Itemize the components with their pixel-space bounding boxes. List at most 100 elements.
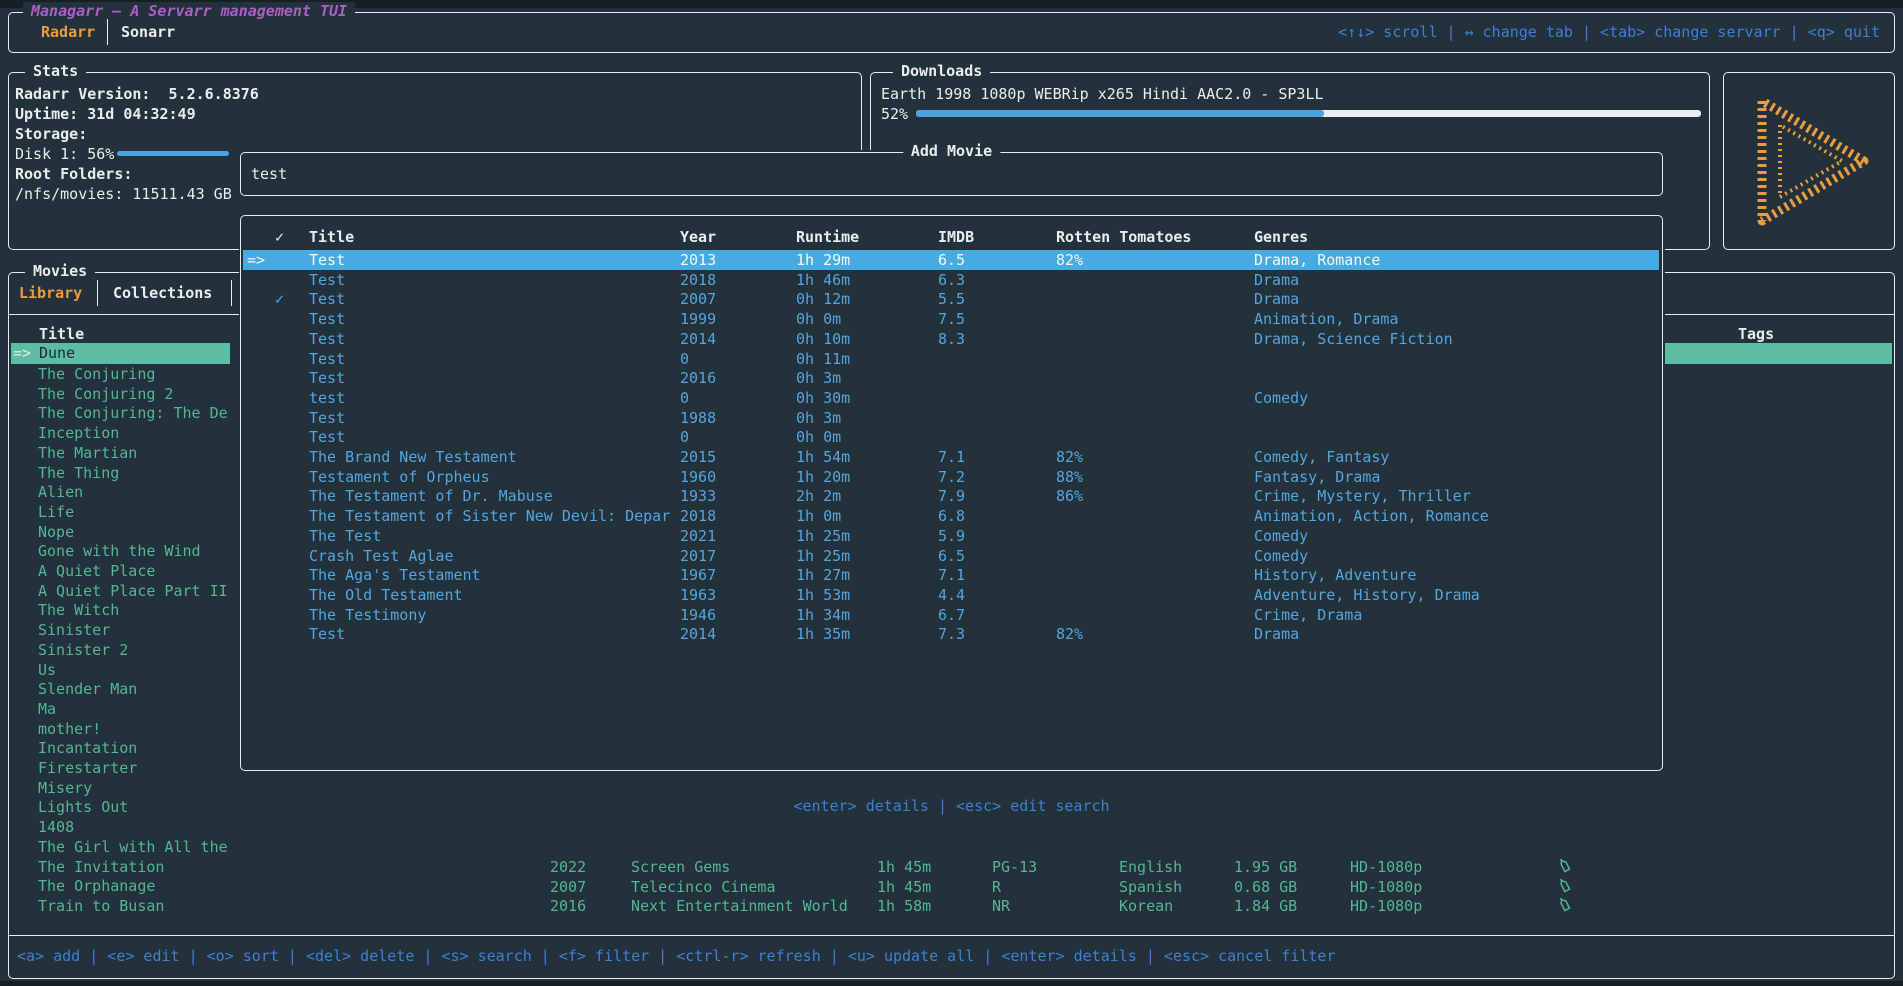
result-row[interactable]: Crash Test Aglae 2017 1h 25m 6.5 Comedy [243,546,1659,566]
selected-movie-title: Dune [39,344,76,362]
managarr-play-logo-icon [1746,89,1874,233]
movie-list-item[interactable]: mother! [38,719,102,738]
tab-library[interactable]: Library [19,284,83,302]
result-row[interactable]: Test 1999 0h 0m 7.5 Animation, Drama [243,309,1659,329]
movie-list-item[interactable]: The Orphanage [38,877,156,896]
downloads-panel: Downloads Earth 1998 1080p WEBRip x265 H… [870,62,1710,250]
result-genres: Crime, Mystery, Thriller [1254,487,1471,506]
result-title: Test [309,408,346,427]
result-title: Test [309,428,346,447]
movie-list-item[interactable]: Misery [38,778,93,797]
result-year: 1967 [680,566,717,585]
movie-list-item[interactable]: Slender Man [38,680,138,699]
movie-runtime: 1h 58m [877,897,932,916]
movie-size: 1.95 GB [1234,858,1298,876]
movie-list-item[interactable]: Us [38,660,57,679]
movie-list-item[interactable]: Lights Out [38,798,129,817]
results-header-imdb: IMDB [938,228,975,246]
result-row[interactable]: Test 2016 0h 3m [243,368,1659,388]
result-row[interactable]: Test 2014 1h 35m 7.3 82% Drama [243,624,1659,644]
result-row[interactable]: The Aga's Testament 1967 1h 27m 7.1 History,… [243,565,1659,585]
result-year: 1933 [680,487,717,506]
movie-list-item[interactable]: The Girl with All the [38,837,228,856]
movie-list-item[interactable]: The Witch [38,601,120,620]
movie-studio: Screen Gems [631,858,731,876]
movie-list-item[interactable]: The Conjuring: The De [38,404,228,423]
result-row[interactable]: test 0 0h 30m Comedy [243,388,1659,408]
result-runtime: 1h 20m [796,467,851,486]
selected-movie-row[interactable]: => Dune [11,343,230,364]
movie-list-item[interactable]: Incantation [38,739,138,758]
result-title: test [309,388,346,407]
movie-list-item[interactable]: A Quiet Place [38,562,156,580]
tab-collections[interactable]: Collections [113,284,213,302]
movies-panel-title: Movies [25,262,96,280]
movie-list-item[interactable]: Gone with the Wind [38,542,201,561]
result-title: The Brand New Testament [309,448,517,466]
movie-list-item[interactable]: Sinister 2 [38,640,129,659]
movie-list-item[interactable]: Nope [38,522,75,541]
result-title: The Testament of Dr. Mabuse [309,487,553,506]
result-imdb: 7.2 [938,467,966,486]
movie-list-item[interactable]: Sinister [38,621,111,640]
search-input-value[interactable]: test [251,165,288,183]
result-row[interactable]: Test 2018 1h 46m 6.3 Drama [243,270,1659,290]
stats-version: Radarr Version: 5.2.6.8376 [15,85,259,103]
result-year: 2014 [680,329,717,348]
movie-list-item[interactable]: Inception [38,424,120,443]
result-row[interactable]: The Testament of Sister New Devil: Depar… [243,506,1659,526]
movie-list-item[interactable]: A Quiet Place Part II [38,581,228,600]
result-row[interactable]: Test 0 0h 0m [243,427,1659,447]
movie-list-item[interactable]: The Thing [38,463,120,482]
movie-list-item[interactable]: The Invitation [38,857,165,876]
movie-list-item[interactable]: The Conjuring [38,365,156,383]
movie-list-item[interactable]: Life [38,502,75,521]
result-year: 1988 [680,408,717,427]
result-row[interactable]: The Testimony 1946 1h 34m 6.7 Crime, Drama [243,605,1659,625]
result-genres: Drama [1254,625,1300,644]
movie-runtime: 1h 45m [877,877,932,896]
movie-list-item[interactable]: The Conjuring 2 [38,384,174,403]
result-title: The Test [309,526,382,545]
result-row[interactable]: The Testament of Dr. Mabuse 1933 2h 2m 7.9 8… [243,486,1659,506]
result-row[interactable]: => Test 2013 1h 29m 6.5 82% Drama, Romance [243,250,1659,270]
result-title: The Old Testament [309,585,463,604]
result-row[interactable]: The Brand New Testament 2015 1h 54m 7.1 82% C… [243,447,1659,467]
movie-certification: R [992,877,1002,896]
tab-radarr[interactable]: Radarr [41,23,96,41]
result-row[interactable]: The Test 2021 1h 25m 5.9 Comedy [243,526,1659,546]
result-runtime: 0h 12m [796,290,851,309]
result-rotten-tomatoes: 86% [1056,487,1084,506]
selected-movie-tags-cell[interactable] [1658,343,1892,364]
movie-list-item[interactable]: The Martian [38,443,138,462]
tab-sonarr[interactable]: Sonarr [121,23,176,41]
result-runtime: 0h 3m [796,369,842,388]
tag-icon [1557,878,1572,894]
background-movie-row: 2007 Telecinco Cinema 1h 45m R Spanish 0.68 G… [0,877,1903,897]
result-imdb: 6.5 [938,251,966,269]
result-title: Test [309,329,346,348]
top-bar: Managarr – A Servarr management TUI Rada… [8,2,1895,53]
movie-year: 2007 [550,877,587,896]
movie-list-item[interactable]: Train to Busan [38,896,165,915]
result-runtime: 2h 2m [796,487,842,506]
result-runtime: 1h 29m [796,251,851,269]
result-row[interactable]: Test 0 0h 11m [243,349,1659,369]
movie-certification: PG-13 [992,858,1038,876]
result-row[interactable]: Testament of Orpheus 1960 1h 20m 7.2 88% Fant… [243,467,1659,487]
movie-list-item[interactable]: Alien [38,483,84,502]
result-runtime: 1h 25m [796,526,851,545]
result-row[interactable]: ✓ Test 2007 0h 12m 5.5 Drama [243,289,1659,309]
result-row[interactable]: The Old Testament 1963 1h 53m 4.4 Adventure,… [243,585,1659,605]
add-movie-search-box[interactable]: Add Movie test [240,142,1663,196]
bottom-bar: <a> add | <e> edit | <o> sort | <del> de… [8,935,1895,979]
result-row[interactable]: Test 1988 0h 3m [243,408,1659,428]
result-year: 2018 [680,507,717,526]
result-genres: Comedy, Fantasy [1254,448,1390,466]
result-imdb: 6.5 [938,546,966,565]
result-row[interactable]: Test 2014 0h 10m 8.3 Drama, Science Fiction [243,329,1659,349]
movie-list-item[interactable]: Firestarter [38,759,138,777]
movie-list-item[interactable]: Ma [38,699,57,718]
result-title: Test [309,290,346,309]
movie-list-item[interactable]: 1408 [38,818,75,837]
